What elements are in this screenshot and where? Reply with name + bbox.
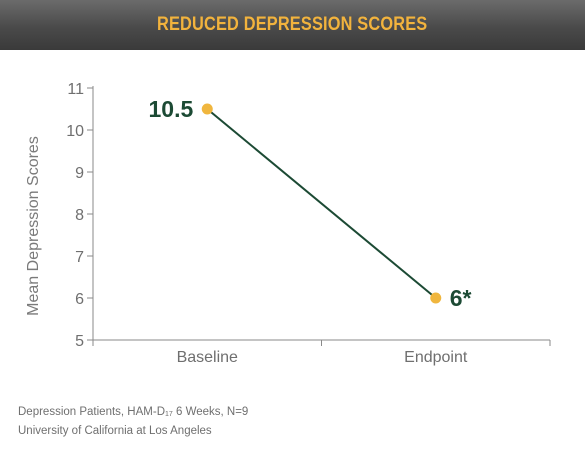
chart-title: REDUCED DEPRESSION SCORES	[157, 14, 428, 35]
x-tick-label: Endpoint	[404, 349, 468, 366]
data-point	[430, 292, 442, 304]
y-tick-label: 9	[75, 165, 84, 182]
y-tick-label: 7	[75, 249, 84, 266]
footnote-line-1: Depression Patients, HAM-D17 6 Weeks, N=…	[18, 404, 248, 423]
footnote-subscript: 17	[165, 411, 173, 418]
chart-axes	[92, 86, 550, 341]
footnote-line-1-prefix: Depression Patients, HAM-D	[18, 406, 165, 418]
header-banner: REDUCED DEPRESSION SCORES	[0, 0, 585, 50]
data-points	[201, 103, 442, 304]
data-label: 10.5	[148, 96, 193, 122]
x-tick-label: Baseline	[177, 349, 238, 366]
data-point	[201, 103, 213, 115]
y-tick-label: 5	[75, 333, 84, 350]
series-line	[206, 108, 437, 299]
y-tick-label: 10	[66, 123, 84, 140]
y-tick-label: 11	[67, 81, 84, 98]
y-axis-label: Mean Depression Scores	[25, 136, 42, 316]
y-tick-label: 8	[75, 207, 84, 224]
data-label: 6*	[450, 285, 472, 311]
data-labels: 10.5 6*	[148, 96, 471, 311]
footnote-line-2: University of California at Los Angeles	[18, 425, 212, 437]
series-polyline	[206, 108, 437, 299]
footnote: Depression Patients, HAM-D17 6 Weeks, N=…	[18, 404, 248, 439]
footnote-line-1-suffix: 6 Weeks, N=9	[172, 406, 249, 418]
x-axis-ticks: Baseline Endpoint	[92, 340, 551, 366]
y-axis-ticks: 5 6 7 8 9 10 11	[66, 81, 93, 350]
y-tick-label: 6	[75, 291, 84, 308]
